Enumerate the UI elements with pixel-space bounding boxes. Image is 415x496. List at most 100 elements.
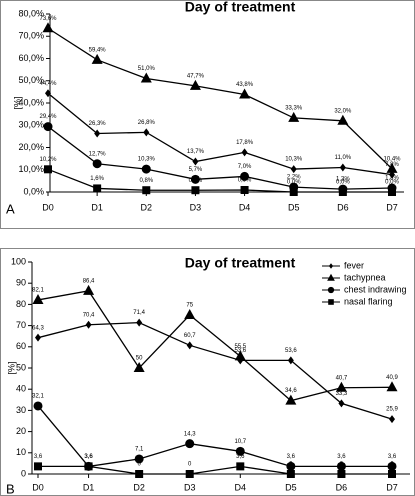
data-point [388, 188, 396, 196]
data-label: 32,0% [334, 108, 352, 114]
panel-frame [0, 0, 415, 229]
data-point [286, 461, 296, 471]
data-label: 7,0% [238, 164, 252, 170]
x-tick-label: D0 [32, 482, 44, 492]
y-tick-label: 90 [16, 278, 26, 288]
data-point [185, 470, 194, 478]
data-label: 3,6 [84, 454, 93, 460]
data-label: 1,6% [90, 176, 104, 182]
x-tick-label: D5 [288, 202, 300, 212]
data-label: 10,4% [383, 156, 401, 162]
series-line [47, 168, 392, 193]
data-label: 43,8% [236, 82, 254, 88]
y-tick-label: 80 [16, 299, 26, 309]
data-label: 0,8% [189, 178, 203, 184]
data-point [337, 114, 349, 125]
data-label: 0 [188, 462, 192, 468]
data-point [337, 470, 346, 478]
series-line [47, 27, 393, 170]
legend-label: tachypnea [344, 272, 386, 282]
data-point [189, 79, 201, 90]
data-label: 26,8% [138, 120, 156, 126]
x-tick-label: D6 [337, 202, 349, 212]
data-point [290, 165, 297, 174]
x-tick-label: D5 [285, 482, 297, 492]
y-tick-label: 60,0% [18, 53, 44, 63]
legend-marker [328, 263, 334, 269]
data-point [143, 128, 150, 137]
panel-label: B [6, 481, 15, 496]
data-label: 64,3 [32, 325, 44, 331]
data-point [386, 162, 398, 173]
y-tick-label: 0 [21, 468, 26, 478]
data-label: 0,0% [336, 180, 350, 186]
data-label: 51,0% [138, 66, 156, 72]
data-point [286, 470, 295, 478]
data-label: 55,5 [234, 344, 246, 350]
data-point [140, 72, 152, 83]
data-label: 47,7% [187, 73, 205, 79]
data-label: 0,0% [385, 180, 399, 186]
data-point [83, 284, 95, 295]
y-tick-label: 70 [16, 320, 26, 330]
data-label: 12,7% [89, 151, 107, 157]
data-point [134, 454, 144, 464]
data-point [386, 381, 398, 392]
legend-marker [328, 299, 334, 305]
data-point [285, 394, 297, 405]
series-line [37, 321, 393, 420]
data-label: 33,3% [285, 105, 303, 111]
data-label: 13,7% [187, 149, 205, 155]
x-tick-label: D6 [336, 482, 348, 492]
data-label: 1,3% [336, 177, 350, 183]
data-label: 26,3% [89, 121, 107, 127]
data-point [240, 185, 249, 194]
data-label: 59,4% [89, 47, 107, 53]
data-label: 0,0% [287, 180, 301, 186]
data-label: 32,1 [32, 394, 44, 400]
y-tick-label: 30,0% [18, 120, 44, 130]
data-point [388, 470, 396, 478]
data-point [94, 129, 101, 138]
data-point [387, 461, 397, 471]
data-label: 53,6 [285, 348, 297, 354]
data-point [288, 111, 300, 122]
x-tick-label: D2 [133, 482, 145, 492]
data-point [335, 381, 347, 392]
data-label: 1,8% [385, 176, 399, 182]
data-label: 11,0% [335, 155, 352, 161]
data-label: 86,4 [83, 278, 95, 284]
data-point [136, 318, 143, 327]
data-label: 3,6 [34, 454, 43, 460]
data-point [42, 22, 54, 33]
data-point [339, 163, 346, 172]
data-label: 44,4% [39, 81, 57, 87]
legend-marker [327, 286, 335, 294]
legend-label: chest indrawing [344, 284, 407, 294]
series-line [37, 290, 393, 402]
data-point [33, 401, 43, 411]
data-label: 40,7 [336, 375, 348, 381]
data-label: 7,8% [385, 162, 399, 168]
series-line [37, 405, 392, 468]
data-point [235, 446, 245, 456]
data-label: 10,7 [234, 439, 246, 445]
data-label: 33,3 [336, 391, 348, 397]
data-label: 3,6 [287, 454, 296, 460]
data-point [239, 88, 251, 99]
data-label: 71,4 [133, 310, 145, 316]
data-point [133, 362, 145, 372]
x-tick-label: D7 [386, 202, 398, 212]
data-point [186, 341, 193, 350]
data-point [338, 188, 347, 196]
y-tick-label: 50,0% [18, 75, 44, 85]
data-label: 3,6 [84, 454, 93, 460]
data-point [85, 320, 92, 329]
x-tick-label: D4 [239, 202, 251, 212]
x-tick-label: D1 [83, 482, 95, 492]
legend-label: fever [344, 260, 364, 270]
data-label: 34,6 [285, 388, 297, 394]
panel-label: A [6, 201, 15, 216]
data-label: 25,9 [386, 407, 398, 413]
data-point [191, 186, 200, 195]
